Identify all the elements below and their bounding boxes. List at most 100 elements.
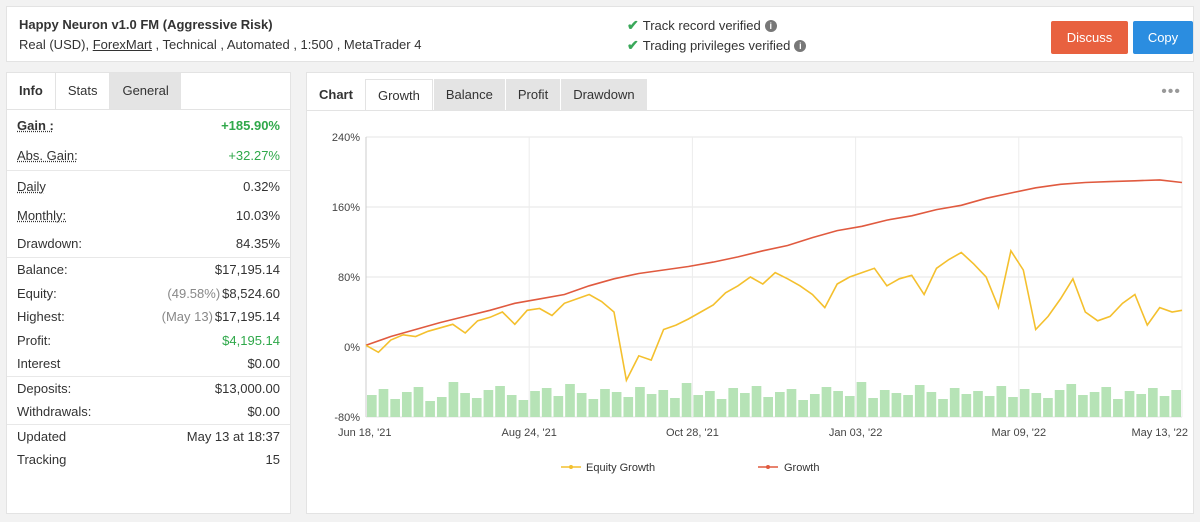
- chart-tabs: Chart Growth Balance Profit Drawdown: [307, 79, 647, 111]
- volume-bar: [775, 392, 785, 417]
- equity-label: Equity:: [17, 285, 57, 301]
- tab-profit[interactable]: Profit: [505, 79, 561, 111]
- gain-label[interactable]: Gain :: [17, 117, 54, 133]
- volume-bar: [1148, 388, 1158, 417]
- monthly-label[interactable]: Monthly:: [17, 207, 67, 223]
- account-header: Happy Neuron v1.0 FM (Aggressive Risk) R…: [6, 6, 1194, 62]
- volume-bar: [378, 389, 389, 417]
- info-icon[interactable]: i: [764, 19, 777, 32]
- tab-growth[interactable]: Growth: [364, 79, 433, 111]
- check-icon: ✔: [627, 17, 639, 33]
- volume-bar: [705, 391, 715, 417]
- volume-bar: [1171, 390, 1181, 417]
- stat-row-daily: Daily 0.32%: [7, 171, 290, 201]
- volume-bar: [635, 387, 645, 417]
- volume-bar: [460, 393, 470, 417]
- stats-panel: Info Stats General Gain : +185.90% Abs. …: [6, 72, 291, 514]
- volume-bar: [996, 386, 1007, 417]
- account-title: Happy Neuron v1.0 FM (Aggressive Risk): [19, 17, 273, 32]
- interest-label: Interest: [17, 356, 61, 372]
- volume-bar: [390, 399, 400, 417]
- volume-bar: [448, 382, 459, 417]
- tab-chart[interactable]: Chart: [319, 87, 353, 102]
- broker-link[interactable]: ForexMart: [92, 37, 152, 52]
- volume-bar: [495, 386, 505, 417]
- volume-bar: [891, 393, 902, 417]
- volume-bar: [879, 390, 890, 417]
- stats-tabs: Info Stats General: [7, 73, 181, 109]
- volume-bar: [401, 392, 412, 417]
- volume-bar: [938, 399, 948, 417]
- volume-bar: [658, 390, 669, 417]
- volume-bar: [588, 399, 599, 417]
- growth-series-line: [365, 179, 1183, 347]
- y-tick-label: 160%: [332, 202, 360, 214]
- deposits-value: $13,000.00: [214, 380, 280, 396]
- tab-drawdown[interactable]: Drawdown: [561, 79, 647, 111]
- check-icon: ✔: [627, 37, 639, 53]
- equity-growth-series-line: [365, 248, 1183, 383]
- volume-bar: [530, 391, 540, 417]
- x-tick-label: May 13, '22: [1131, 427, 1188, 439]
- tab-info[interactable]: Info: [7, 73, 55, 109]
- volume-bar: [1159, 396, 1170, 417]
- stat-row-monthly: Monthly: 10.03%: [7, 201, 290, 229]
- tracking-label: Tracking: [17, 452, 67, 468]
- volume-bar: [786, 389, 797, 417]
- volume-bar: [926, 392, 937, 417]
- info-icon[interactable]: i: [794, 39, 807, 52]
- volume-bar: [809, 394, 820, 417]
- volume-bar: [973, 391, 983, 417]
- equity-value: (49.58%) $8,524.60: [167, 286, 280, 301]
- trading-privileges-verified: ✔ Trading privileges verified i: [627, 37, 807, 54]
- volume-bar: [1054, 390, 1065, 417]
- chart-panel: Chart Growth Balance Profit Drawdown •••: [306, 72, 1194, 514]
- volume-bar: [833, 391, 843, 417]
- balance-label: Balance:: [17, 262, 68, 278]
- volume-bar: [518, 400, 529, 417]
- more-options-icon[interactable]: •••: [1161, 83, 1181, 100]
- volume-bar: [646, 394, 657, 417]
- volume-bar: [984, 396, 995, 417]
- volume-bar: [413, 387, 424, 417]
- volume-bar: [1078, 395, 1088, 417]
- stat-row-abs-gain: Abs. Gain: +32.27%: [7, 140, 290, 170]
- volume-bar: [553, 396, 564, 417]
- highest-value: (May 13) $17,195.14: [162, 309, 280, 324]
- legend-equity-marker: [569, 465, 573, 469]
- stat-row-profit: Profit: $4,195.14: [7, 329, 290, 353]
- y-tick-label: 240%: [332, 132, 360, 144]
- interest-value: $0.00: [247, 356, 280, 372]
- tab-balance[interactable]: Balance: [433, 79, 505, 111]
- y-tick-label: 0%: [344, 342, 360, 354]
- volume-bar: [471, 398, 482, 417]
- abs-gain-label[interactable]: Abs. Gain:: [17, 147, 78, 163]
- volume-bar: [1066, 384, 1077, 417]
- copy-button[interactable]: Copy: [1133, 21, 1193, 54]
- tab-stats[interactable]: Stats: [54, 73, 111, 109]
- y-tick-label: -80%: [334, 412, 360, 424]
- volume-bar: [1124, 391, 1135, 417]
- stat-row-deposits: Deposits: $13,000.00: [7, 377, 290, 401]
- volume-bar: [681, 383, 692, 417]
- account-details: , Technical , Automated , 1:500 , MetaTr…: [151, 37, 422, 52]
- volume-bar: [821, 387, 832, 417]
- x-tick-label: Jun 18, '21: [338, 427, 391, 439]
- volume-bar: [751, 386, 762, 417]
- legend-growth-marker: [766, 465, 770, 469]
- stat-row-interest: Interest $0.00: [7, 352, 290, 376]
- legend-equity-label: Equity Growth: [586, 462, 655, 474]
- volume-bar: [763, 397, 773, 417]
- tab-general[interactable]: General: [110, 73, 181, 109]
- volume-bar: [1113, 399, 1123, 417]
- volume-bar: [728, 388, 739, 417]
- stat-row-equity: Equity: (49.58%) $8,524.60: [7, 282, 290, 306]
- stat-row-balance: Balance: $17,195.14: [7, 258, 290, 282]
- volume-bar: [1031, 393, 1042, 417]
- daily-value: 0.32%: [243, 178, 280, 194]
- profit-value: $4,195.14: [222, 332, 280, 348]
- discuss-button[interactable]: Discuss: [1051, 21, 1128, 54]
- volume-bar: [483, 390, 494, 417]
- volume-bar: [914, 385, 925, 417]
- daily-label[interactable]: Daily: [17, 178, 46, 194]
